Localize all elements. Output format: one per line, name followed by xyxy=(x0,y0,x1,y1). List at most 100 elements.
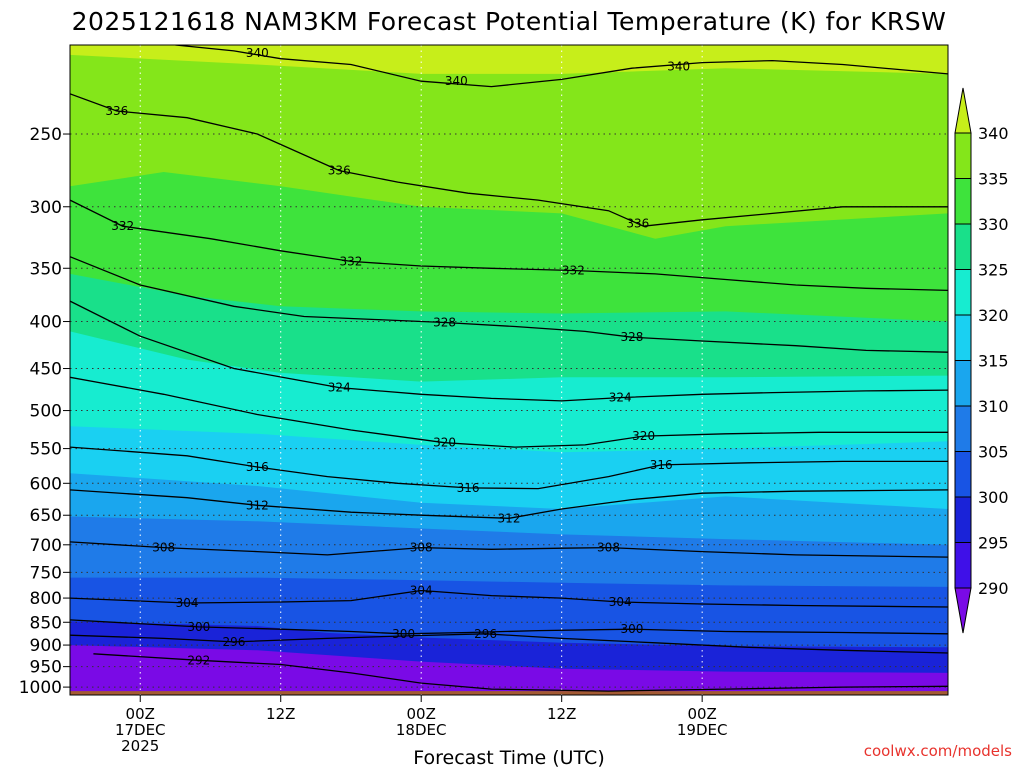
contour-label: 300 xyxy=(620,622,643,636)
contour-label-text: 328 xyxy=(433,316,456,330)
grid xyxy=(70,45,948,695)
contour-label-text: 296 xyxy=(222,635,245,649)
x-axis-label: Forecast Time (UTC) xyxy=(413,747,604,768)
contour-label-text: 308 xyxy=(152,541,175,555)
y-tick-label: 850 xyxy=(30,613,62,633)
colorbar-box xyxy=(954,132,972,179)
contour-label-text: 324 xyxy=(328,381,351,395)
contour-320 xyxy=(70,376,948,448)
y-tick-label: 600 xyxy=(30,474,62,494)
colorbar-max-arrow xyxy=(954,87,972,134)
colorbar-box xyxy=(954,405,972,452)
y-tick-label: 800 xyxy=(30,589,62,609)
potential-temperature-shading xyxy=(70,45,948,695)
colorbar: 290 295 300 305 310 315 320 325 330 335 340 xyxy=(954,87,1009,634)
x-tick-label: 12Z xyxy=(266,705,295,723)
contour-label: 328 xyxy=(433,316,456,330)
x-tick-label: 00Z xyxy=(407,705,436,723)
contour-label: 340 xyxy=(445,74,468,88)
colorbar-box xyxy=(954,178,972,225)
contour-label-text: 332 xyxy=(562,264,585,278)
contour-label: 316 xyxy=(457,481,480,495)
colorbar-box xyxy=(954,223,972,270)
contour-label: 332 xyxy=(111,219,134,233)
y-tick-label: 1000 xyxy=(19,678,62,698)
contour-label-text: 316 xyxy=(650,458,673,472)
contour-label: 336 xyxy=(105,104,128,118)
contour-296 xyxy=(70,633,948,654)
contour-336 xyxy=(70,93,948,227)
contour-label-text: 324 xyxy=(609,391,632,405)
y-tick-label: 350 xyxy=(30,259,62,279)
contour-label-text: 336 xyxy=(105,104,128,118)
colorbar-label: 305 xyxy=(978,443,1009,462)
y-tick-label: 400 xyxy=(30,313,62,333)
contour-label-text: 296 xyxy=(474,627,497,641)
contour-label-text: 316 xyxy=(457,481,480,495)
contour-label-text: 340 xyxy=(667,59,690,73)
colorbar-label: 310 xyxy=(978,397,1009,416)
contour-300 xyxy=(70,619,948,635)
colorbar-label: 315 xyxy=(978,352,1009,371)
contour-lines xyxy=(70,45,948,692)
x-tick-label: 00Z xyxy=(126,705,155,723)
x-tick-label: 00Z xyxy=(687,705,716,723)
colorbar-label: 330 xyxy=(978,215,1009,234)
contour-label: 308 xyxy=(152,541,175,555)
terrain-fill xyxy=(70,691,948,695)
contour-label-text: 308 xyxy=(597,541,620,555)
x-tick-label: 12Z xyxy=(547,705,576,723)
credit-text: coolwx.com/models xyxy=(864,742,1012,760)
shading-band xyxy=(70,45,948,239)
contour-label: 304 xyxy=(410,584,433,598)
colorbar-min-arrow xyxy=(954,587,972,634)
x-tick-label: 17DEC xyxy=(115,721,166,739)
contour-label: 324 xyxy=(609,391,632,405)
y-tick-label: 300 xyxy=(30,198,62,218)
y-tick-label: 900 xyxy=(30,636,62,656)
contour-label-text: 336 xyxy=(328,164,351,178)
contour-label-text: 308 xyxy=(410,541,433,555)
y-tick-label: 550 xyxy=(30,440,62,460)
contour-label-text: 300 xyxy=(620,622,643,636)
colorbar-label: 290 xyxy=(978,579,1009,598)
contour-label: 300 xyxy=(392,627,415,641)
contour-label: 340 xyxy=(667,59,690,73)
contour-316 xyxy=(70,446,948,490)
contour-308 xyxy=(70,541,948,558)
contour-label: 332 xyxy=(562,264,585,278)
y-tick-label: 950 xyxy=(30,658,62,678)
colorbar-label: 295 xyxy=(978,534,1009,553)
contour-328 xyxy=(70,256,948,353)
terrain-strip xyxy=(70,691,948,695)
colorbar-label: 300 xyxy=(978,488,1009,507)
contour-label: 304 xyxy=(176,596,199,610)
contour-label: 328 xyxy=(620,330,643,344)
y-tick-label: 700 xyxy=(30,536,62,556)
contour-label: 296 xyxy=(474,627,497,641)
colorbar-box xyxy=(954,314,972,361)
contour-340 xyxy=(175,45,948,88)
contour-label-text: 340 xyxy=(445,74,468,88)
y-axis: 250 300 350 400 450 500 550 600 650 700 750 800 850 9… xyxy=(19,125,70,698)
contour-label-text: 304 xyxy=(176,596,199,610)
contour-label: 340 xyxy=(246,46,269,60)
x-tick-label: 2025 xyxy=(121,737,159,755)
colorbar-box xyxy=(954,269,972,316)
contour-label: 308 xyxy=(597,541,620,555)
contour-label: 332 xyxy=(340,254,363,268)
x-tick-label: 18DEC xyxy=(396,721,447,739)
contour-label: 336 xyxy=(626,217,649,231)
contour-292 xyxy=(93,653,948,692)
contour-label: 296 xyxy=(222,635,245,649)
y-tick-label: 750 xyxy=(30,563,62,583)
colorbar-label: 325 xyxy=(978,261,1009,280)
contour-label: 308 xyxy=(410,541,433,555)
x-tick-label: 19DEC xyxy=(677,721,728,739)
contour-label-text: 312 xyxy=(246,498,269,512)
contour-label: 304 xyxy=(609,595,632,609)
contour-label-text: 320 xyxy=(433,436,456,450)
colorbar-box xyxy=(954,360,972,407)
contour-label: 312 xyxy=(246,498,269,512)
